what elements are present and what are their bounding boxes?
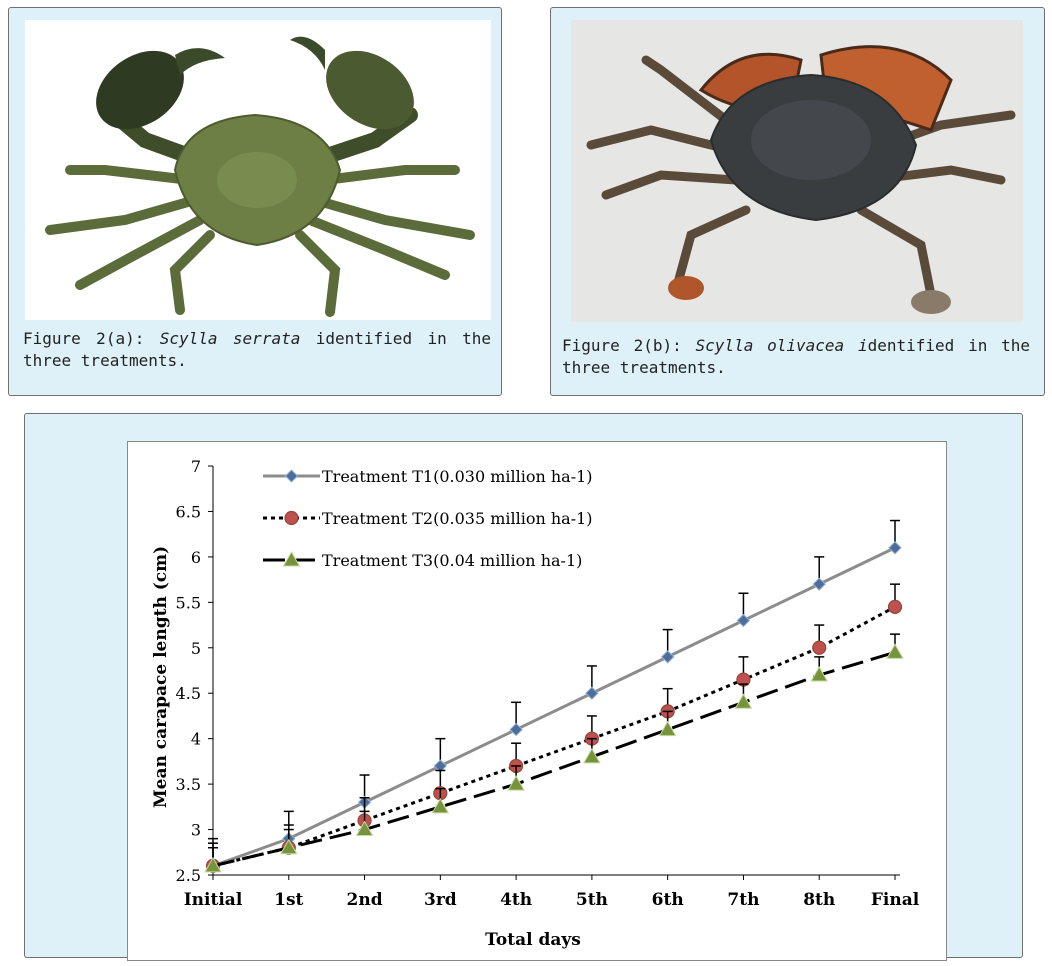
x-axis-label: Total days (485, 930, 581, 950)
data-point-triangle (886, 643, 904, 659)
y-tick-label: 6.5 (176, 502, 201, 521)
data-point-triangle (810, 666, 829, 682)
data-point-triangle (583, 747, 601, 764)
caption-prefix: Figure 2(a): (23, 329, 160, 348)
crab-green-image (25, 20, 491, 320)
series-line (212, 650, 896, 868)
data-point-diamond (509, 722, 523, 737)
caption-species: Scylla olivacea i (695, 336, 868, 355)
crab-dark-image (571, 20, 1023, 322)
data-point-circle (812, 640, 827, 655)
legend-label: Treatment T3(0.04 million ha-1) (322, 551, 582, 570)
scylla-olivacea-photo (571, 20, 1023, 322)
figure-2b-panel: Figure 2(b): Scylla olivacea identified … (550, 7, 1045, 396)
data-point-triangle (204, 856, 222, 873)
y-tick-label: 3.5 (176, 775, 201, 794)
y-axis-label: Mean carapace length (cm) (151, 546, 171, 808)
caption-species: Scylla serrata (159, 329, 301, 348)
chart-axes: 2.5 3 3.5 4 4.5 5 5.5 6 6.5 7 Initial 1st 2nd 3rd 4th 5… (176, 457, 920, 910)
figure-2b-caption: Figure 2(b): Scylla olivacea identified … (562, 335, 1030, 379)
x-tick-label: Initial (184, 890, 243, 910)
series-3 (204, 633, 904, 873)
y-tick-label: 5 (191, 639, 201, 658)
data-point-triangle (507, 775, 525, 791)
caption-prefix: Figure 2(b): (562, 336, 696, 355)
y-tick-label: 4.5 (176, 684, 201, 703)
x-tick-label: 2nd (347, 890, 383, 910)
x-tick-label: 1st (274, 890, 303, 910)
y-tick-label: 3 (191, 821, 201, 840)
y-tick-label: 2.5 (176, 866, 201, 885)
x-tick-label: 3rd (424, 890, 457, 910)
x-tick-label: 8th (803, 890, 835, 910)
data-point-diamond (812, 577, 826, 591)
chart-panel: 2.5 3 3.5 4 4.5 5 5.5 6 6.5 7 Initial 1st 2nd 3rd 4th 5… (24, 413, 1023, 961)
y-tick-label: 5.5 (176, 593, 201, 612)
data-point-diamond (585, 686, 599, 700)
data-point-triangle (279, 838, 298, 855)
carapace-length-chart: 2.5 3 3.5 4 4.5 5 5.5 6 6.5 7 Initial 1st 2nd 3rd 4th 5… (151, 457, 920, 950)
data-point-triangle (355, 820, 374, 837)
chart-legend: Treatment T1(0.030 million ha-1) Treatmen… (263, 467, 593, 570)
series-line (212, 546, 896, 868)
legend-label: Treatment T2(0.035 million ha-1) (322, 509, 593, 528)
y-tick-label: 4 (191, 730, 201, 749)
x-tick-label: 4th (500, 890, 532, 910)
scylla-serrata-photo (25, 20, 491, 320)
data-point-circle (887, 599, 903, 614)
chart-frame: 2.5 3 3.5 4 4.5 5 5.5 6 6.5 7 Initial 1st 2nd 3rd 4th 5… (127, 441, 947, 961)
data-point-triangle (282, 550, 301, 567)
data-point-diamond (660, 650, 675, 664)
data-point-diamond (284, 469, 299, 483)
caption-suffix: identified in the three treatments. (23, 329, 492, 370)
data-point-diamond (888, 541, 902, 555)
y-tick-label: 7 (191, 457, 201, 476)
data-point-triangle (734, 693, 753, 709)
x-tick-label: 7th (727, 890, 759, 910)
chart-series (204, 519, 904, 874)
caption-suffix: dentified in the three treatments. (562, 336, 1031, 377)
figure-2a-caption: Figure 2(a): Scylla serrata identified i… (23, 328, 491, 372)
data-point-triangle (658, 720, 677, 737)
figure-2a-panel: Figure 2(a): Scylla serrata identified i… (8, 7, 502, 396)
legend-label: Treatment T1(0.030 million ha-1) (322, 467, 593, 486)
x-tick-label: Final (871, 890, 920, 910)
y-tick-label: 6 (191, 548, 201, 567)
data-point-diamond (736, 613, 751, 628)
series-1 (206, 519, 902, 873)
x-tick-label: 6th (652, 890, 684, 910)
x-tick-label: 5th (576, 890, 608, 910)
data-point-circle (284, 510, 299, 526)
series-line (212, 605, 896, 868)
data-point-triangle (431, 797, 450, 814)
